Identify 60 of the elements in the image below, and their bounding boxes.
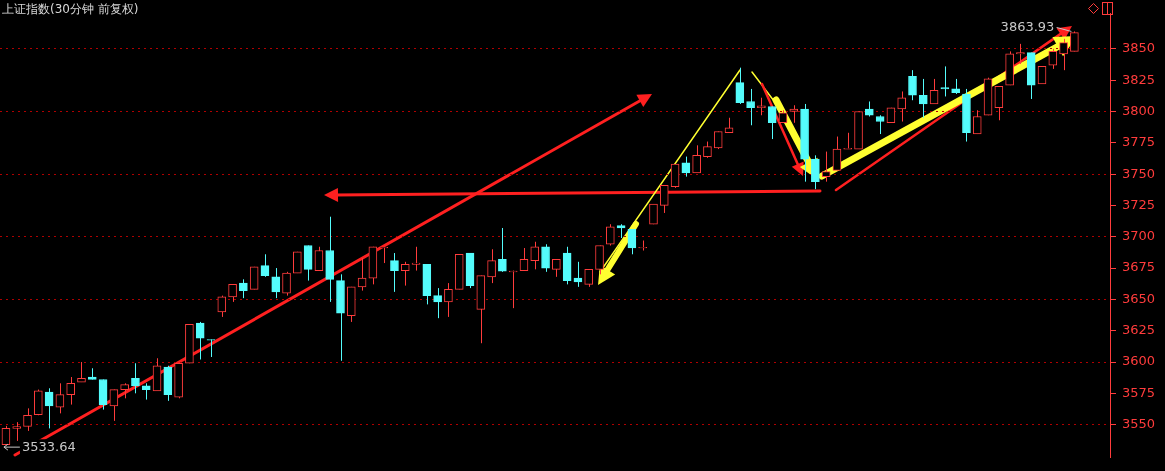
candlestick <box>508 270 518 309</box>
candlestick <box>692 144 701 174</box>
candlestick <box>811 154 820 190</box>
candlestick <box>12 421 22 442</box>
y-tick-label: 3650 <box>1122 290 1156 306</box>
chart-title: 上证指数(30分钟 前复权) <box>2 1 139 18</box>
candlestick <box>1059 38 1068 71</box>
candlestick <box>875 114 885 135</box>
candlestick <box>918 78 928 119</box>
candlestick <box>282 271 291 297</box>
candlestick <box>433 287 442 319</box>
candlestick <box>260 253 270 278</box>
y-tick-label: 3675 <box>1122 259 1156 275</box>
candlestick <box>195 321 205 360</box>
candlestick <box>735 67 745 105</box>
candlestick <box>303 245 313 282</box>
candlestick <box>239 278 248 299</box>
candlestick <box>152 357 162 392</box>
candlestick <box>897 90 907 123</box>
y-tick-label: 3550 <box>1122 416 1156 432</box>
candlestick <box>314 246 324 272</box>
candlestick <box>487 248 496 284</box>
annotation: 3863.93 <box>1000 18 1055 34</box>
candlestick <box>1016 43 1025 65</box>
y-tick-label: 3775 <box>1122 134 1156 150</box>
candlestick <box>638 240 648 252</box>
candlestick <box>390 252 399 293</box>
candlestick <box>400 261 410 287</box>
annotation: 3533.64 <box>21 438 76 454</box>
y-tick-label: 3600 <box>1122 353 1156 369</box>
candlestick <box>498 227 507 273</box>
candlestick <box>131 362 140 394</box>
candlestick <box>519 247 529 272</box>
y-tick-label: 3725 <box>1122 196 1156 212</box>
candlestick <box>994 85 1004 121</box>
y-tick-label: 3750 <box>1122 165 1156 181</box>
y-tick-label: 3625 <box>1122 322 1156 338</box>
candlestick <box>767 105 777 140</box>
y-tick-label: 3825 <box>1122 71 1156 87</box>
candlestick <box>595 245 604 275</box>
y-tick-label: 3575 <box>1122 384 1156 400</box>
candlestick <box>109 389 119 422</box>
candlestick <box>379 246 388 264</box>
candlestick <box>746 88 755 126</box>
candlestick <box>832 136 842 171</box>
candlestick <box>98 379 108 411</box>
candlestick <box>908 69 917 101</box>
y-tick-label: 3850 <box>1122 40 1156 56</box>
candlestick <box>530 241 540 270</box>
candlestick <box>605 223 615 247</box>
candlestick <box>411 246 421 272</box>
candlestick <box>821 151 831 183</box>
candlestick <box>659 184 669 214</box>
candlestick <box>217 295 227 318</box>
candlestick <box>271 267 281 299</box>
candlestick <box>541 243 550 273</box>
candlestick <box>843 132 853 150</box>
y-tick-label: 3700 <box>1122 228 1156 244</box>
y-tick-label: 3800 <box>1122 102 1156 118</box>
candlestick <box>940 65 950 97</box>
